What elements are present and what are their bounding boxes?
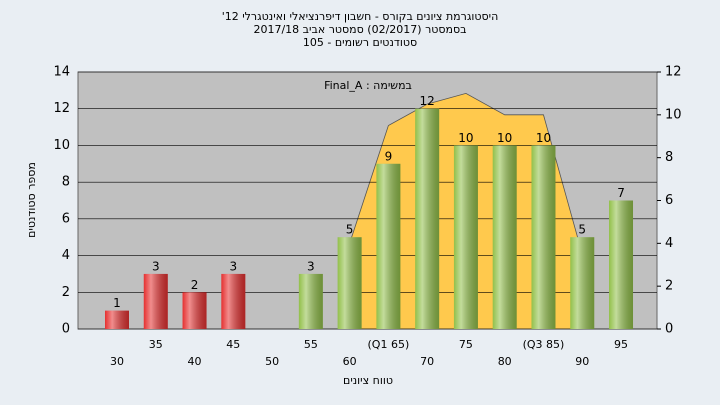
- subtitle: סטודנטים רשומים - 105: [303, 36, 417, 49]
- x-tick-label: 40: [188, 355, 202, 368]
- y2-tick-label: 0: [665, 322, 673, 337]
- y-tick-label: 12: [53, 101, 70, 116]
- x-tick-label: (Q1 65): [368, 338, 410, 351]
- x-tick-label: 55: [304, 338, 318, 351]
- y2-tick-label: 4: [665, 236, 673, 251]
- y2-tick-label: 10: [665, 107, 682, 122]
- y-tick-label: 10: [53, 138, 70, 153]
- x-tick-label: 90: [575, 355, 589, 368]
- x-tick-label: 95: [614, 338, 628, 351]
- value-label: 5: [578, 223, 586, 237]
- y2-tick-label: 8: [665, 150, 673, 165]
- value-label: 9: [385, 149, 393, 163]
- bar-shine: [337, 237, 362, 329]
- y-tick-label: 8: [62, 175, 70, 190]
- bar-shine: [376, 163, 401, 329]
- bar-shine: [105, 310, 129, 329]
- x-tick-label: 35: [149, 338, 163, 351]
- y-tick-label: 14: [53, 65, 70, 80]
- y-tick-label: 0: [62, 322, 70, 337]
- value-label: 10: [458, 131, 473, 145]
- x-tick-label: 50: [265, 355, 279, 368]
- value-label: 1: [113, 296, 121, 310]
- bar-shine: [143, 273, 168, 329]
- value-label: 12: [420, 94, 435, 108]
- value-label: 3: [229, 259, 237, 273]
- annotation: במשימה : Final_A: [324, 79, 412, 92]
- y-tick-label: 2: [62, 285, 70, 300]
- title: היסטוגרמת ציונים בקורס - חשבון דיפרנציאל…: [222, 10, 499, 23]
- y2-tick-label: 12: [665, 65, 682, 80]
- bar-shine: [298, 273, 323, 329]
- bar-shine: [415, 108, 440, 329]
- x-tick-label: 70: [420, 355, 434, 368]
- bar-shine: [182, 292, 207, 329]
- x-tick-label: 80: [498, 355, 512, 368]
- y2-tick-label: 2: [665, 279, 673, 294]
- y-tick-label: 6: [62, 211, 70, 226]
- value-label: 10: [536, 131, 551, 145]
- x-tick-label: 45: [226, 338, 240, 351]
- x-axis-title: טווח ציונים: [343, 374, 393, 387]
- x-tick-label: 30: [110, 355, 124, 368]
- bar-shine: [492, 145, 517, 329]
- bar-shine: [531, 145, 556, 329]
- value-label: 10: [497, 131, 512, 145]
- value-label: 3: [307, 259, 315, 273]
- x-tick-label: (Q3 85): [523, 338, 565, 351]
- value-label: 7: [617, 186, 625, 200]
- value-label: 5: [346, 223, 354, 237]
- bar-shine: [570, 237, 595, 329]
- value-label: 2: [191, 278, 199, 292]
- y-tick-label: 4: [62, 248, 70, 263]
- bar-shine: [453, 145, 478, 329]
- x-tick-label: 75: [459, 338, 473, 351]
- x-tick-label: 60: [343, 355, 357, 368]
- bar-shine: [221, 273, 246, 329]
- value-label: 3: [152, 259, 160, 273]
- y2-tick-label: 6: [665, 193, 673, 208]
- y-axis-title: מספר סטודנטים: [25, 162, 38, 238]
- bar-shine: [609, 200, 634, 329]
- subtitle: בסמסטר (02/2017) סמסטר אביב 2017/18: [253, 23, 466, 36]
